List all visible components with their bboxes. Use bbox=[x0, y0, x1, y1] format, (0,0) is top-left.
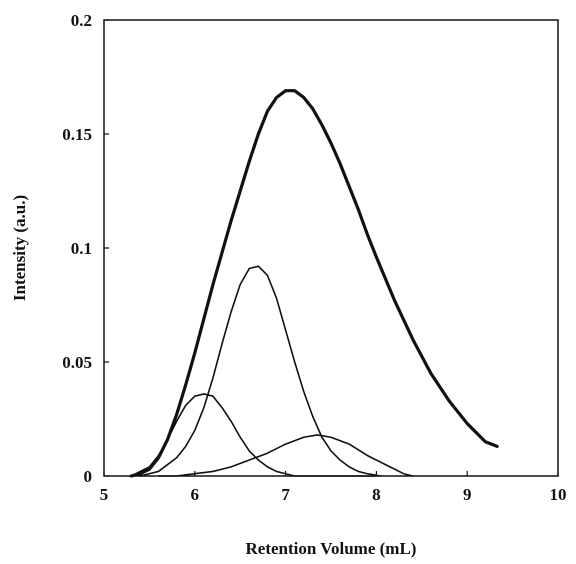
x-tick-label: 6 bbox=[191, 485, 200, 504]
x-axis-title: Retention Volume (mL) bbox=[246, 539, 417, 558]
y-tick-label: 0 bbox=[84, 467, 93, 486]
y-tick-label: 0.05 bbox=[62, 353, 92, 372]
y-axis-title: Intensity (a.u.) bbox=[10, 195, 29, 301]
x-tick-label: 10 bbox=[550, 485, 567, 504]
series-line-3 bbox=[139, 265, 382, 477]
x-tick-label: 9 bbox=[463, 485, 472, 504]
plot-frame bbox=[103, 19, 559, 477]
y-tick-label: 0.2 bbox=[71, 11, 92, 30]
series-lines bbox=[129, 89, 499, 478]
x-tick-label: 8 bbox=[372, 485, 381, 504]
y-tick-label: 0.1 bbox=[71, 239, 92, 258]
x-tick-label: 7 bbox=[281, 485, 290, 504]
x-axis-ticks: 5 6 7 8 9 10 bbox=[100, 471, 567, 504]
x-tick-label: 5 bbox=[100, 485, 109, 504]
y-tick-label: 0.15 bbox=[62, 125, 92, 144]
series-line-2 bbox=[130, 393, 378, 477]
series-line-1 bbox=[129, 89, 499, 478]
series-line-4 bbox=[157, 434, 414, 477]
y-axis-ticks: 0 0.05 0.1 0.15 0.2 bbox=[62, 11, 109, 486]
